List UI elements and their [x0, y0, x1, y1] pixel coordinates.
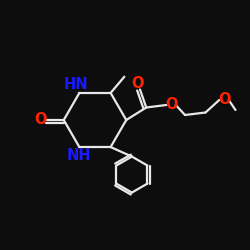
Text: O: O [166, 97, 178, 112]
Text: O: O [218, 92, 231, 107]
Text: O: O [34, 112, 47, 128]
Text: O: O [131, 76, 143, 91]
Text: HN: HN [63, 78, 88, 92]
Text: NH: NH [67, 148, 92, 163]
